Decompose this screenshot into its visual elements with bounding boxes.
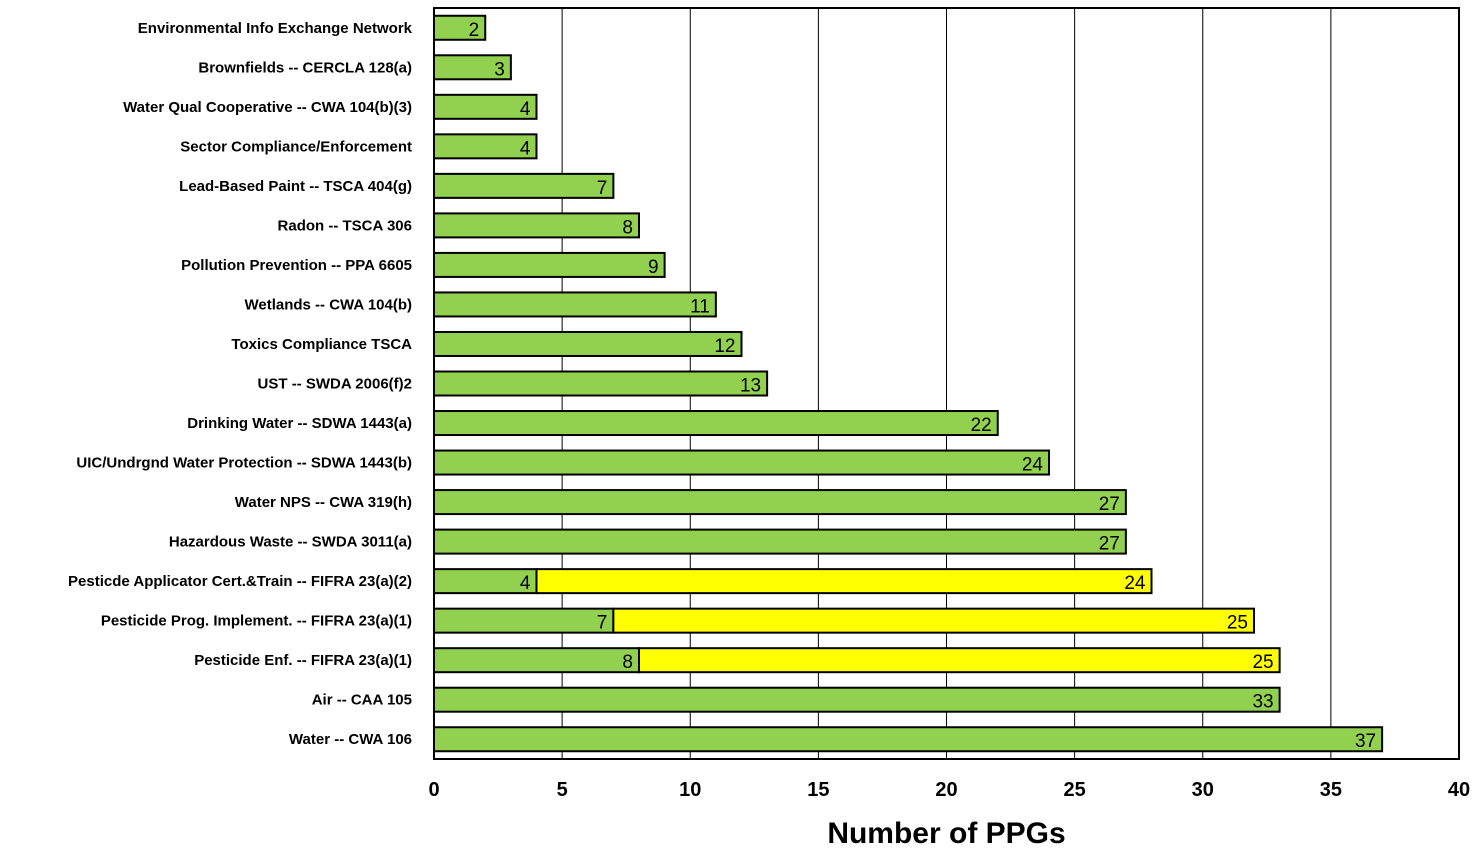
- data-label: 4: [520, 573, 531, 594]
- data-label: 22: [971, 415, 992, 436]
- data-label: 37: [1355, 731, 1376, 752]
- category-label: UST -- SWDA 2006(f)2: [258, 376, 412, 393]
- x-tick-label: 10: [679, 779, 701, 801]
- x-tick-label: 40: [1448, 779, 1470, 801]
- category-label: Sector Compliance/Enforcement: [180, 138, 412, 155]
- category-label: Air -- CAA 105: [312, 692, 412, 709]
- data-label: 7: [597, 178, 608, 199]
- category-label: Lead-Based Paint -- TSCA 404(g): [179, 178, 412, 195]
- x-tick-label: 5: [557, 779, 568, 801]
- bar-segment: [433, 330, 743, 357]
- data-label: 27: [1099, 494, 1120, 515]
- bar-segment: [433, 686, 1281, 713]
- x-tick-label: 25: [1064, 779, 1086, 801]
- bar-segment: [433, 370, 769, 397]
- category-label: Toxics Compliance TSCA: [231, 336, 412, 353]
- bar-segment: [535, 568, 1153, 595]
- bar-segment: [433, 172, 615, 199]
- data-label: 7: [597, 613, 608, 634]
- plot-area-border: [433, 7, 1460, 760]
- category-label: Pesticde Applicator Cert.&Train -- FIFRA…: [68, 573, 412, 590]
- data-label: 2: [469, 20, 480, 41]
- bar-segment: [433, 647, 640, 674]
- category-label: Radon -- TSCA 306: [278, 217, 412, 234]
- category-labels: Environmental Info Exchange Network Brown…: [68, 20, 413, 748]
- bar-segment: [433, 410, 999, 437]
- data-label: 9: [648, 257, 659, 278]
- data-label: 24: [1022, 455, 1044, 476]
- bar-segment: [433, 528, 1127, 555]
- x-tick-label: 0: [428, 779, 439, 801]
- bar-segment: [638, 647, 1281, 674]
- bar-segment: [433, 212, 640, 239]
- x-tick-label: 15: [807, 779, 829, 801]
- data-label: 13: [740, 376, 761, 397]
- bar-segment: [433, 251, 666, 278]
- category-label: Drinking Water -- SDWA 1443(a): [187, 415, 412, 432]
- gridlines: [561, 8, 1332, 759]
- bar-segment: [612, 607, 1255, 634]
- data-label: 11: [690, 296, 710, 317]
- data-label: 25: [1227, 613, 1248, 634]
- category-label: Wetlands -- CWA 104(b): [244, 296, 412, 313]
- category-label: Pesticide Enf. -- FIFRA 23(a)(1): [194, 652, 412, 669]
- x-tick-label: 20: [935, 779, 957, 801]
- data-label: 33: [1252, 692, 1273, 713]
- bar-segment: [433, 726, 1384, 753]
- data-label: 8: [622, 652, 633, 673]
- data-label: 25: [1252, 652, 1273, 673]
- x-tick-label: 35: [1320, 779, 1342, 801]
- category-label: Pesticide Prog. Implement. -- FIFRA 23(a…: [101, 613, 412, 630]
- data-label: 27: [1099, 534, 1120, 555]
- bar-segment: [433, 607, 615, 634]
- category-label: Hazardous Waste -- SWDA 3011(a): [169, 534, 412, 551]
- data-label: 4: [520, 138, 531, 159]
- data-label: 12: [714, 336, 735, 357]
- bar-segment: [433, 489, 1127, 516]
- data-label: 3: [494, 59, 505, 80]
- bar-segment: [433, 568, 538, 595]
- x-tick-label: 30: [1192, 779, 1214, 801]
- x-tick-labels: 0 5 10 15 20 25 30 35 40: [428, 779, 1470, 801]
- category-label: UIC/Undrgnd Water Protection -- SDWA 144…: [76, 455, 412, 472]
- data-label: 4: [520, 99, 531, 120]
- category-label: Water NPS -- CWA 319(h): [235, 494, 412, 511]
- x-axis-title: Number of PPGs: [827, 817, 1065, 849]
- category-label: Water Qual Cooperative -- CWA 104(b)(3): [123, 99, 412, 116]
- category-label: Environmental Info Exchange Network: [138, 20, 413, 37]
- category-label: Pollution Prevention -- PPA 6605: [181, 257, 412, 274]
- category-label: Brownfields -- CERCLA 128(a): [198, 59, 412, 76]
- bar-segment: [433, 449, 1050, 476]
- data-label: 24: [1124, 573, 1146, 594]
- category-label: Water -- CWA 106: [289, 731, 412, 748]
- data-label: 8: [622, 217, 633, 238]
- bar-segment: [433, 93, 538, 120]
- bar-segment: [433, 54, 512, 81]
- bar-segment: [433, 291, 717, 318]
